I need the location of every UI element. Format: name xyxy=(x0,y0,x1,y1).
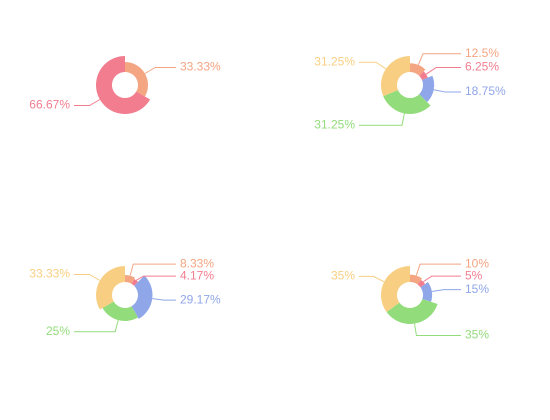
rose-sector xyxy=(125,62,148,97)
leader-line xyxy=(359,275,385,283)
leader-line xyxy=(359,113,405,126)
leader-line xyxy=(433,89,461,93)
data-label: 12.5% xyxy=(465,46,499,60)
leader-line xyxy=(431,289,461,293)
data-label: 33.33% xyxy=(29,267,70,281)
rose-sector xyxy=(381,266,410,313)
rose-sector xyxy=(420,281,433,302)
rose-sector xyxy=(125,275,135,284)
rose-sector xyxy=(419,75,435,103)
data-label: 66.67% xyxy=(29,98,70,112)
leader-line xyxy=(144,66,176,74)
data-label: 15% xyxy=(465,282,489,296)
leader-line xyxy=(415,263,461,276)
leader-line xyxy=(74,273,101,281)
leader-line xyxy=(414,323,461,336)
data-label: 8.33% xyxy=(180,256,214,270)
leader-line xyxy=(425,67,461,75)
data-label: 35% xyxy=(465,328,489,342)
rose-sector xyxy=(383,89,431,115)
leader-line xyxy=(136,275,176,281)
rose-sector xyxy=(417,279,426,288)
data-label: 6.25% xyxy=(465,60,499,74)
rose-sector xyxy=(410,63,426,76)
rose-sector xyxy=(419,71,428,81)
data-label: 25% xyxy=(46,324,70,338)
data-label: 18.75% xyxy=(465,84,506,98)
rose-sector xyxy=(386,299,438,324)
data-label: 31.25% xyxy=(314,117,355,131)
leader-line xyxy=(417,53,461,66)
leader-line xyxy=(152,298,176,301)
rose-sector xyxy=(95,266,125,310)
data-label: 29.17% xyxy=(180,292,221,306)
data-label: 5% xyxy=(465,268,483,282)
rose-sector xyxy=(131,275,153,319)
data-label: 4.17% xyxy=(180,268,214,282)
rose-sector xyxy=(96,55,151,114)
leader-line xyxy=(74,319,119,333)
leader-line xyxy=(129,263,176,276)
rose-sector xyxy=(131,278,139,286)
data-label: 31.25% xyxy=(314,54,355,68)
data-label: 10% xyxy=(465,256,489,270)
rose-sector xyxy=(381,56,410,97)
leader-line xyxy=(74,99,101,107)
leader-line xyxy=(422,275,461,283)
data-label: 35% xyxy=(331,269,355,283)
rose-sector xyxy=(410,274,423,285)
leader-line xyxy=(359,61,387,70)
rose-sector xyxy=(102,301,138,322)
data-label: 33.33% xyxy=(180,60,221,74)
